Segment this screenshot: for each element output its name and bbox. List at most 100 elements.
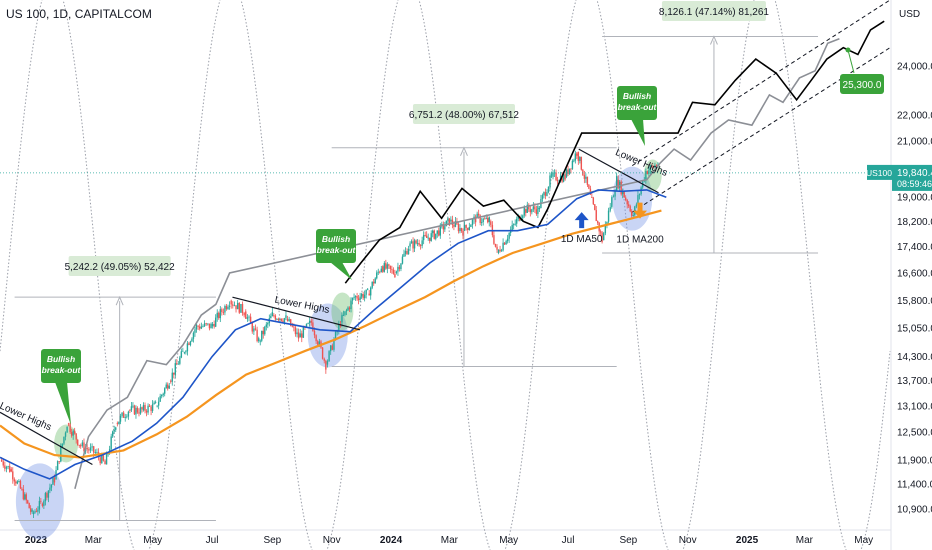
- candle-body: [474, 216, 477, 223]
- candle-body: [496, 246, 498, 250]
- candle-body: [441, 224, 443, 225]
- chart-title: US 100, 1D, CAPITALCOM: [6, 7, 152, 21]
- candle-body: [73, 430, 76, 434]
- candle-body: [157, 401, 160, 406]
- candle-body: [541, 195, 544, 200]
- candle-body: [391, 268, 393, 270]
- candle-body: [222, 312, 225, 313]
- candle-body: [10, 469, 12, 472]
- candle-body: [615, 176, 618, 191]
- candle-body: [416, 243, 419, 244]
- candle-body: [597, 221, 599, 223]
- candle-body: [29, 508, 32, 512]
- candle-body: [63, 436, 65, 444]
- candle-body: [543, 192, 545, 196]
- ma50-line: [0, 189, 667, 480]
- measure-2-label: 6,751.2 (48.00%) 67,512: [409, 110, 520, 121]
- candle-body: [531, 209, 533, 213]
- candle-body: [88, 449, 90, 451]
- candle-body: [427, 237, 429, 239]
- candle-body: [207, 323, 209, 325]
- candle-body: [61, 443, 64, 448]
- candle-body: [323, 358, 325, 361]
- candle-body: [404, 251, 407, 254]
- candle-body: [579, 156, 581, 161]
- candle-body: [436, 230, 438, 234]
- candle-body: [253, 328, 255, 332]
- candle-body: [609, 207, 611, 211]
- callout-box: [316, 229, 356, 263]
- candle-body: [401, 256, 404, 264]
- ma50-label: 1D MA50: [561, 234, 603, 245]
- candle-body: [75, 433, 77, 440]
- candle-body: [273, 315, 275, 316]
- candle-body: [467, 227, 469, 230]
- candle-body: [53, 477, 56, 483]
- candle-body: [418, 243, 420, 246]
- candle-body: [7, 466, 9, 467]
- candle-body: [189, 341, 192, 345]
- candle-body: [517, 215, 519, 219]
- candle-body: [113, 429, 115, 432]
- breakout-label: break-out: [618, 102, 658, 112]
- candle-body: [487, 217, 489, 223]
- candle-body: [170, 380, 172, 382]
- candle-body: [93, 446, 95, 453]
- candle-body: [224, 306, 226, 313]
- candle-body: [373, 281, 375, 284]
- candle-body: [448, 218, 451, 226]
- candle-body: [156, 405, 158, 407]
- candle-body: [194, 329, 196, 333]
- candle-body: [299, 333, 301, 338]
- candle-body: [631, 211, 633, 216]
- price-tick-label: 22,000.0: [897, 110, 932, 121]
- gray-fractal-line: [74, 37, 840, 490]
- candle-body: [46, 493, 48, 498]
- candle-body: [18, 481, 20, 482]
- candle-body: [265, 324, 267, 327]
- candle-body: [182, 350, 184, 352]
- candle-body: [654, 165, 656, 168]
- candle-body: [385, 263, 387, 269]
- measure-3-label-box: [661, 1, 766, 21]
- candle-body: [435, 233, 437, 239]
- candle-body: [142, 405, 145, 411]
- candle-body: [403, 253, 405, 257]
- candle-body: [544, 192, 547, 196]
- candle-body: [490, 221, 492, 225]
- candle-body: [535, 209, 538, 215]
- candle-body: [235, 305, 237, 310]
- measure-guides: [14, 35, 819, 521]
- candle-body: [488, 217, 490, 223]
- candle-body: [506, 238, 509, 242]
- candle-body: [145, 410, 148, 413]
- candle-body: [216, 312, 218, 318]
- candle-body: [197, 326, 199, 327]
- candle-body: [160, 394, 163, 397]
- candle-body: [626, 200, 628, 205]
- candle-body: [638, 194, 641, 196]
- candle-body: [174, 363, 176, 375]
- candle-body: [462, 230, 464, 236]
- currency-label[interactable]: USD: [899, 9, 921, 20]
- candle-body: [167, 384, 169, 389]
- candle-body: [321, 347, 324, 359]
- candle-body: [50, 484, 53, 488]
- candle-body: [450, 219, 452, 222]
- price-tick-label: 14,300.0: [897, 352, 932, 363]
- candle-body: [259, 340, 261, 342]
- candle-body: [221, 309, 223, 313]
- symbol-label: US100: [866, 168, 892, 178]
- candle-body: [617, 179, 619, 188]
- candle-body: [34, 511, 36, 513]
- candle-body: [397, 266, 399, 272]
- time-tick-label: May: [499, 535, 518, 546]
- candle-body: [251, 322, 253, 332]
- candle-body: [363, 294, 366, 299]
- time-tick-label: Sep: [263, 535, 281, 546]
- candle-body: [286, 318, 289, 322]
- measure-arrow-head: [115, 295, 124, 306]
- last-price-badge: [892, 164, 932, 191]
- time-tick-label: Jul: [206, 535, 219, 546]
